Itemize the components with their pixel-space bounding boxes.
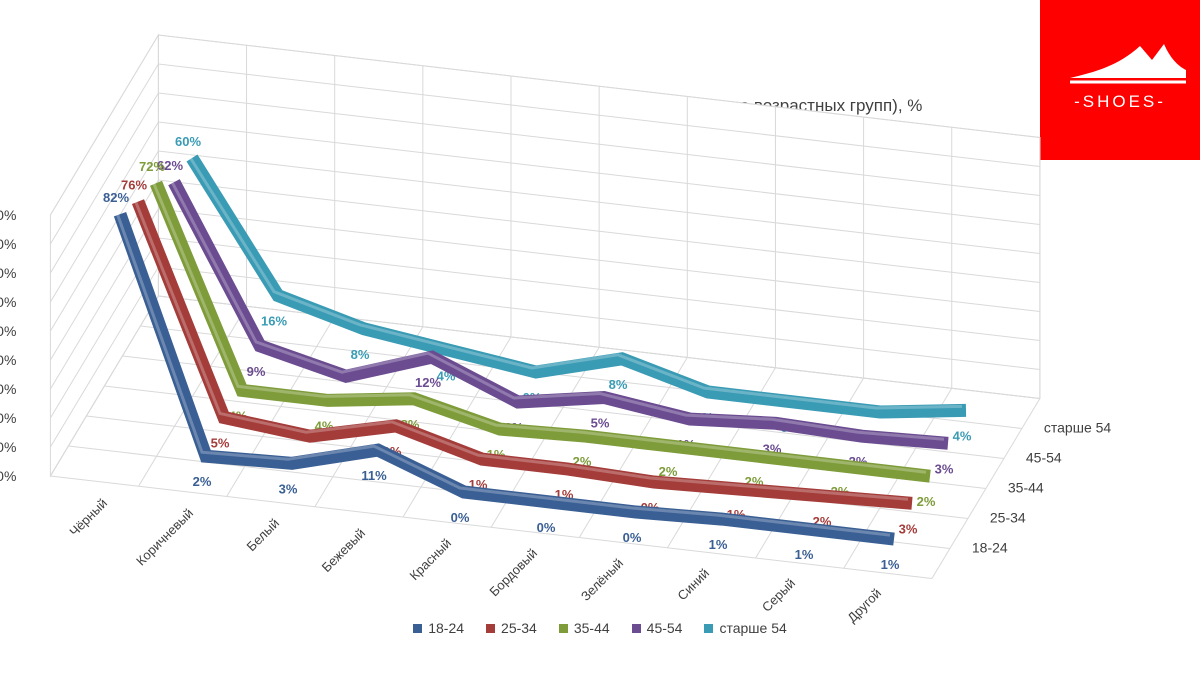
legend-item: 18-24 [413, 620, 464, 636]
data-label: 1% [709, 537, 728, 552]
category-label: Белый [244, 516, 283, 555]
y-tick-label: 0% [0, 468, 16, 484]
series-ribbon: 82% 2% 3% 11% 0% 0% 0% 1% 1% 1% [103, 190, 900, 572]
y-tick-label: 50% [0, 323, 16, 339]
data-label: 11% [361, 468, 387, 483]
data-label: 2% [917, 494, 936, 509]
legend-item: 25-34 [486, 620, 537, 636]
data-label: 1% [795, 547, 814, 562]
data-label: 82% [103, 190, 129, 205]
data-label: 5% [591, 416, 610, 431]
data-label: 16% [261, 314, 287, 329]
depth-label: 45-54 [1026, 450, 1062, 466]
data-label: 3% [279, 481, 298, 496]
series-line [131, 199, 913, 510]
y-tick-label: 80% [0, 236, 16, 252]
y-tick-label: 30% [0, 381, 16, 397]
depth-label: старше 54 [1044, 420, 1112, 436]
y-tick-label: 20% [0, 410, 16, 426]
data-label: 2% [659, 464, 678, 479]
shoes-logo: -SHOES- [1040, 0, 1200, 160]
chart-legend: 18-24 25-34 35-44 45-54 старше 54 [0, 620, 1200, 636]
legend-label: 45-54 [646, 620, 683, 636]
category-label: Зелёный [578, 556, 626, 604]
logo-text: -SHOES- [1074, 92, 1166, 111]
data-label: 62% [157, 158, 183, 173]
category-label: Коричневый [133, 506, 196, 569]
series-line [168, 179, 949, 450]
y-tick-label: 90% [0, 207, 16, 223]
data-label: 4% [953, 428, 972, 443]
series-line [113, 212, 895, 546]
series-highlight [150, 178, 927, 474]
data-label: 0% [537, 520, 556, 535]
y-tick-label: 40% [0, 352, 16, 368]
legend-label: старше 54 [719, 620, 787, 636]
legend-swatch [486, 623, 496, 633]
legend-label: 25-34 [501, 620, 537, 636]
legend-swatch [558, 623, 568, 633]
category-label: Чёрный [66, 496, 110, 540]
side-wall [49, 33, 159, 478]
category-label: Бежевый [319, 526, 369, 576]
shoe-icon [1070, 44, 1186, 84]
series-highlight [168, 177, 945, 441]
data-label: 8% [609, 377, 628, 392]
category-label: Серый [759, 576, 798, 615]
y-tick-label: 60% [0, 294, 16, 310]
data-label: 8% [351, 347, 370, 362]
category-label: Красный [407, 536, 455, 584]
data-label: 3% [899, 521, 918, 536]
data-label: 0% [623, 530, 642, 545]
depth-label: 25-34 [990, 510, 1026, 526]
legend-item: старше 54 [704, 620, 787, 636]
legend-item: 35-44 [558, 620, 610, 636]
series-line [149, 180, 931, 483]
category-label: Бордовый [486, 546, 540, 600]
legend-swatch [413, 623, 423, 633]
data-label: 0% [451, 510, 470, 525]
y-tick-label: 10% [0, 439, 16, 455]
depth-label: 18-24 [972, 540, 1008, 556]
data-label: 76% [121, 178, 147, 193]
data-label: 2% [193, 474, 212, 489]
series-highlight [114, 209, 891, 537]
legend-swatch [704, 623, 714, 633]
category-label: Синий [674, 566, 712, 604]
series-highlight [132, 197, 909, 501]
legend-label: 18-24 [428, 620, 465, 636]
data-label: 12% [415, 375, 441, 390]
legend-swatch [631, 623, 641, 633]
y-tick-label: 70% [0, 265, 16, 281]
legend-label: 35-44 [573, 620, 610, 636]
series-line [186, 154, 967, 419]
legend-item: 45-54 [631, 620, 683, 636]
series-highlight [186, 153, 963, 410]
data-label: 60% [175, 134, 201, 149]
data-label: 5% [211, 436, 230, 451]
data-label: 3% [935, 461, 954, 476]
floor-gridline [50, 475, 932, 579]
depth-label: 35-44 [1008, 480, 1044, 496]
data-label: 9% [247, 364, 266, 379]
data-label: 1% [881, 557, 900, 572]
data-label: 72% [139, 159, 165, 174]
